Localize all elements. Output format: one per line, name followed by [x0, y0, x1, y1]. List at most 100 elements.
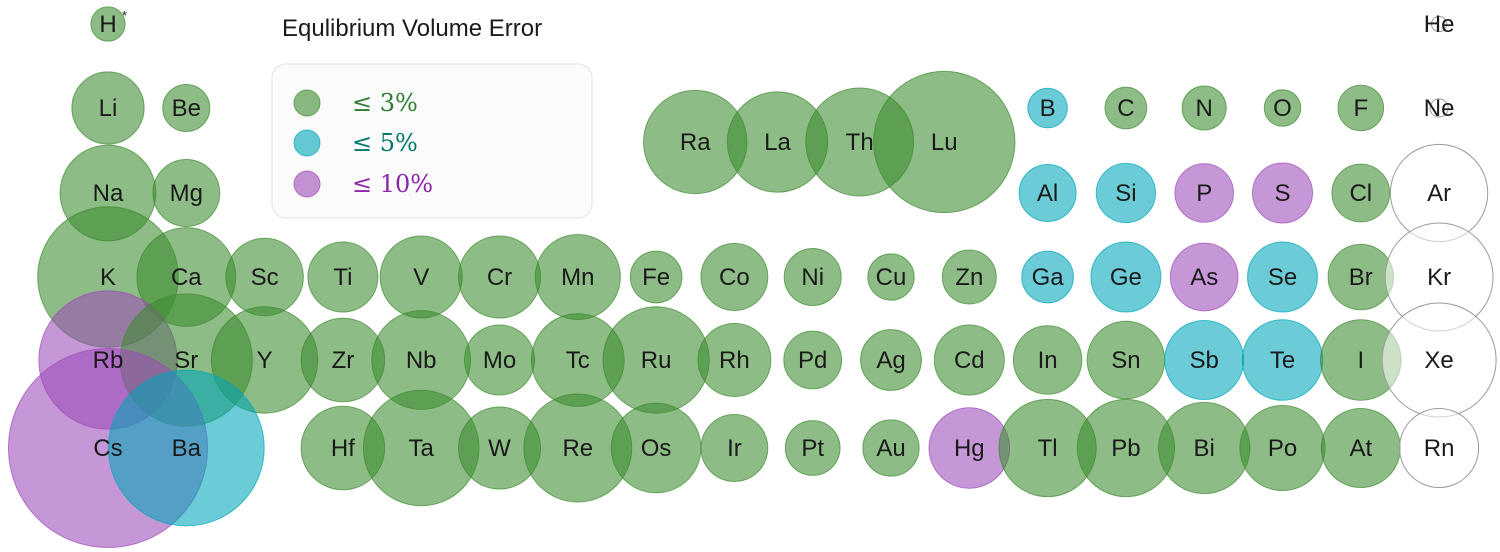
bubble-li — [71, 71, 145, 145]
element-label-y: Y — [257, 347, 273, 374]
element-label-be: Be — [172, 95, 201, 122]
element-label-cr: Cr — [487, 264, 512, 291]
bubble-ni — [783, 248, 842, 306]
legend-swatch-le5 — [293, 129, 321, 157]
element-label-ge: Ge — [1110, 264, 1142, 291]
element-label-ta: Ta — [409, 435, 435, 462]
element-label-p: P — [1196, 180, 1212, 207]
legend-box — [271, 63, 593, 219]
element-label-au: Au — [876, 435, 905, 462]
element-label-ag: Ag — [876, 347, 905, 374]
element-label-v: V — [413, 264, 429, 291]
element-label-ni: Ni — [801, 264, 824, 291]
element-label-ti: Ti — [333, 264, 352, 291]
element-label-po: Po — [1268, 435, 1297, 462]
element-label-se: Se — [1268, 264, 1297, 291]
element-label-rh: Rh — [719, 347, 750, 374]
bubble-h — [90, 6, 126, 42]
legend-label-le3: ≤ 3% — [352, 89, 418, 117]
bubble-as — [1169, 242, 1239, 312]
bubble-ba — [107, 369, 265, 527]
bubble-se — [1247, 241, 1318, 313]
element-label-sb: Sb — [1190, 347, 1219, 374]
element-label-k: K — [100, 264, 116, 291]
bubble-layer — [7, 6, 1497, 549]
element-label-zr: Zr — [332, 347, 355, 374]
element-label-as: As — [1190, 264, 1218, 291]
bubble-si — [1095, 162, 1157, 224]
element-label-cl: Cl — [1349, 180, 1372, 207]
bubble-ti — [307, 241, 379, 313]
bubble-pt — [784, 420, 841, 476]
element-label-he: He — [1424, 11, 1455, 38]
bubble-cu — [867, 253, 915, 301]
element-label-si: Si — [1115, 180, 1136, 207]
element-label-cd: Cd — [954, 347, 985, 374]
bubble-ne — [1429, 98, 1449, 118]
bubble-au — [862, 419, 920, 477]
bubble-ag — [860, 329, 922, 391]
element-label-pt: Pt — [801, 435, 824, 462]
bubble-fe — [629, 250, 683, 304]
bubble-mg — [152, 159, 221, 227]
element-label-pd: Pd — [798, 347, 827, 374]
element-label-mg: Mg — [170, 180, 203, 207]
element-superscript-h: * — [122, 8, 127, 23]
bubble-co — [700, 243, 769, 311]
element-label-cs: Cs — [93, 435, 122, 462]
element-label-c: C — [1117, 95, 1134, 122]
bubble-cl — [1331, 163, 1391, 223]
legend: ≤ 3% ≤ 5% ≤ 10% — [271, 63, 593, 219]
element-label-cu: Cu — [876, 264, 907, 291]
element-label-mn: Mn — [561, 264, 594, 291]
bubble-al — [1018, 164, 1077, 222]
element-label-mo: Mo — [483, 347, 516, 374]
bubble-ga — [1021, 250, 1074, 304]
element-label-li: Li — [99, 95, 118, 122]
element-label-la: La — [764, 129, 791, 156]
legend-swatch-le3 — [293, 89, 321, 117]
element-label-hf: Hf — [331, 435, 355, 462]
chart-title: Equlibrium Volume Error — [282, 15, 542, 42]
element-label-ru: Ru — [641, 347, 672, 374]
element-label-o: O — [1273, 95, 1292, 122]
element-label-co: Co — [719, 264, 750, 291]
element-label-zn: Zn — [955, 264, 983, 291]
element-label-n: N — [1196, 95, 1213, 122]
element-label-xe: Xe — [1424, 347, 1453, 374]
bubble-p — [1174, 163, 1234, 223]
element-label-nb: Nb — [406, 347, 437, 374]
bubble-cd — [933, 324, 1005, 396]
element-label-f: F — [1353, 95, 1368, 122]
element-label-s: S — [1274, 180, 1290, 207]
bubble-f — [1337, 84, 1385, 132]
element-label-os: Os — [641, 435, 672, 462]
bubble-s — [1251, 162, 1314, 224]
element-label-ne: Ne — [1424, 95, 1455, 122]
element-label-th: Th — [846, 129, 874, 156]
element-label-ga: Ga — [1032, 264, 1065, 291]
element-label-in: In — [1038, 347, 1058, 374]
element-label-tl: Tl — [1038, 435, 1058, 462]
bubble-o — [1263, 89, 1302, 127]
label-layer: H * He Li Be B C N O F Ne Na Mg Al Si P S Cl Ar K Ca Sc Ti V Cr M… — [93, 8, 1455, 462]
bubble-zn — [941, 249, 997, 305]
element-label-sr: Sr — [174, 347, 198, 374]
bubble-in — [1012, 325, 1083, 395]
legend-label-le5: ≤ 5% — [352, 129, 418, 157]
bubble-c — [1104, 86, 1148, 130]
bubble-ir — [700, 414, 769, 482]
element-label-h: H — [99, 11, 116, 38]
bubble-be — [162, 83, 211, 133]
element-label-re: Re — [562, 435, 593, 462]
bubble-ge — [1090, 241, 1162, 313]
element-label-ra: Ra — [680, 129, 711, 156]
element-label-kr: Kr — [1427, 264, 1451, 291]
element-label-br: Br — [1349, 264, 1373, 291]
element-label-i: I — [1357, 347, 1364, 374]
element-label-pb: Pb — [1111, 435, 1140, 462]
bubble-n — [1181, 85, 1227, 131]
legend-label-le10: ≤ 10% — [352, 170, 433, 198]
element-label-fe: Fe — [642, 264, 670, 291]
